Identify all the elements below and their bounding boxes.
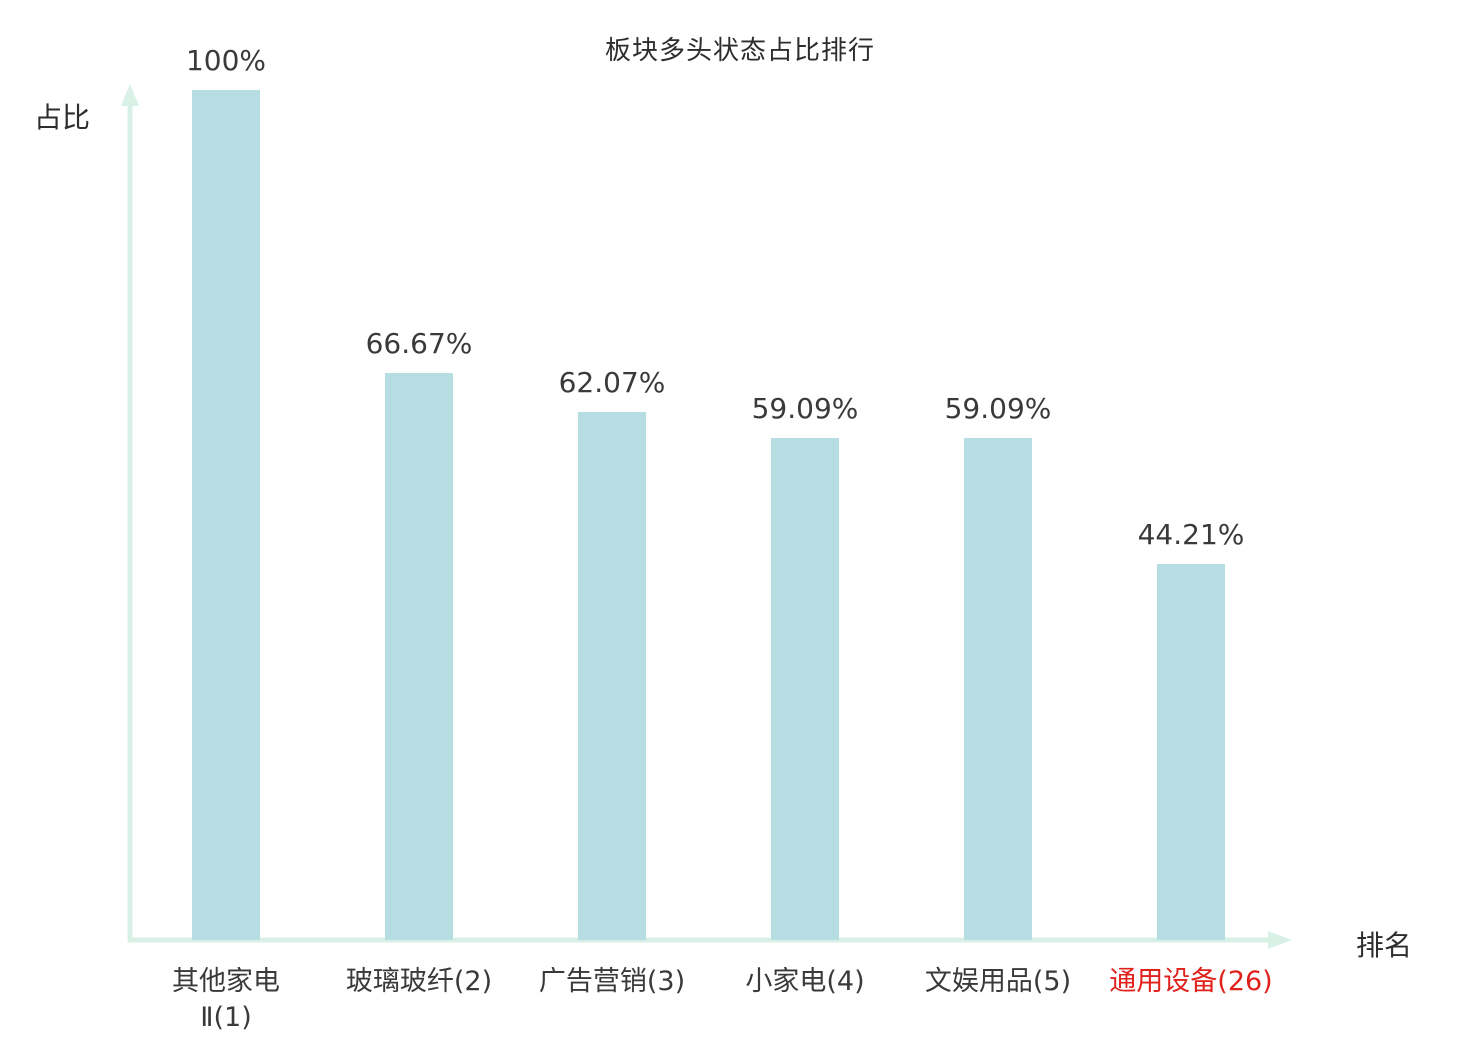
bar-2: [385, 373, 453, 940]
category-label-4: 小家电(4): [745, 966, 865, 997]
value-label-2: 66.67%: [365, 327, 473, 360]
category-label-6: 通用设备(26): [1109, 966, 1273, 997]
bar-5: [964, 438, 1032, 940]
value-label-6: 44.21%: [1137, 518, 1245, 551]
category-label-1: 其他家电 Ⅱ(1): [172, 966, 280, 1034]
chart-title: 板块多头状态占比排行: [604, 36, 875, 66]
value-label-1: 100%: [185, 44, 267, 77]
category-label-2: 玻璃玻纤(2): [345, 966, 493, 997]
x-axis-label: 排名: [1356, 929, 1413, 962]
bar-4: [771, 438, 839, 940]
category-label-3: 广告营销(3): [538, 966, 686, 997]
value-label-3: 62.07%: [558, 366, 666, 399]
x-axis-arrow-icon: [1268, 931, 1292, 949]
y-axis-label: 占比: [34, 101, 91, 134]
bar-6: [1157, 564, 1225, 940]
bar-1: [192, 90, 260, 940]
category-label-5: 文娱用品(5): [924, 966, 1072, 997]
value-label-5: 59.09%: [944, 392, 1052, 425]
value-label-4: 59.09%: [751, 392, 859, 425]
y-axis-arrow-icon: [121, 84, 139, 106]
bar-3: [578, 412, 646, 940]
